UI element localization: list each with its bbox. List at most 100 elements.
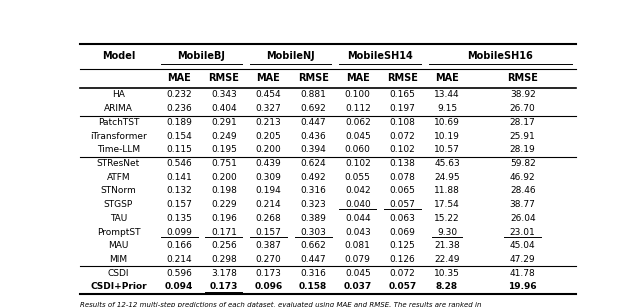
Text: 0.197: 0.197 (390, 104, 415, 113)
Text: 0.447: 0.447 (300, 255, 326, 264)
Text: 45.63: 45.63 (434, 159, 460, 168)
Text: 10.57: 10.57 (434, 145, 460, 154)
Text: 0.232: 0.232 (166, 91, 192, 99)
Text: 0.154: 0.154 (166, 132, 192, 141)
Text: CSDI: CSDI (108, 269, 129, 278)
Text: 0.205: 0.205 (255, 132, 282, 141)
Text: 0.881: 0.881 (300, 91, 326, 99)
Text: RMSE: RMSE (508, 73, 538, 84)
Text: RMSE: RMSE (387, 73, 418, 84)
Text: 0.492: 0.492 (300, 173, 326, 182)
Text: RMSE: RMSE (298, 73, 328, 84)
Text: ATFM: ATFM (107, 173, 131, 182)
Text: 0.063: 0.063 (390, 214, 415, 223)
Text: Model: Model (102, 51, 135, 61)
Text: 0.624: 0.624 (300, 159, 326, 168)
Text: 13.44: 13.44 (434, 91, 460, 99)
Text: 0.132: 0.132 (166, 186, 192, 196)
Text: 0.069: 0.069 (390, 227, 415, 237)
Text: 0.040: 0.040 (345, 200, 371, 209)
Text: 26.04: 26.04 (510, 214, 536, 223)
Text: ARIMA: ARIMA (104, 104, 133, 113)
Text: 0.268: 0.268 (255, 214, 282, 223)
Text: 19.96: 19.96 (508, 282, 537, 291)
Text: 0.447: 0.447 (300, 118, 326, 127)
Text: 0.055: 0.055 (345, 173, 371, 182)
Text: 0.316: 0.316 (300, 269, 326, 278)
Text: MIM: MIM (109, 255, 127, 264)
Text: 0.037: 0.037 (344, 282, 372, 291)
Text: 0.126: 0.126 (390, 255, 415, 264)
Text: 26.70: 26.70 (510, 104, 536, 113)
Text: 0.165: 0.165 (390, 91, 415, 99)
Text: 10.35: 10.35 (434, 269, 460, 278)
Text: 0.214: 0.214 (166, 255, 192, 264)
Text: 0.309: 0.309 (255, 173, 282, 182)
Text: 0.751: 0.751 (211, 159, 237, 168)
Text: 0.166: 0.166 (166, 241, 192, 250)
Text: 0.065: 0.065 (390, 186, 415, 196)
Text: 24.95: 24.95 (434, 173, 460, 182)
Text: 0.454: 0.454 (255, 91, 282, 99)
Text: 0.060: 0.060 (345, 145, 371, 154)
Text: 0.108: 0.108 (390, 118, 415, 127)
Text: 0.045: 0.045 (345, 132, 371, 141)
Text: CSDI+Prior: CSDI+Prior (90, 282, 147, 291)
Text: 21.38: 21.38 (434, 241, 460, 250)
Text: 0.057: 0.057 (388, 282, 417, 291)
Text: 0.298: 0.298 (211, 255, 237, 264)
Text: 0.102: 0.102 (345, 159, 371, 168)
Text: 0.270: 0.270 (255, 255, 282, 264)
Text: 0.141: 0.141 (166, 173, 192, 182)
Text: MAE: MAE (167, 73, 191, 84)
Text: 0.072: 0.072 (390, 269, 415, 278)
Text: MAE: MAE (257, 73, 280, 84)
Text: 0.343: 0.343 (211, 91, 237, 99)
Text: 0.256: 0.256 (211, 241, 237, 250)
Text: 0.099: 0.099 (166, 227, 192, 237)
Text: MobileBJ: MobileBJ (177, 51, 225, 61)
Text: 0.327: 0.327 (255, 104, 282, 113)
Text: 0.045: 0.045 (345, 269, 371, 278)
Text: 0.214: 0.214 (255, 200, 282, 209)
Text: 10.69: 10.69 (434, 118, 460, 127)
Text: TAU: TAU (110, 214, 127, 223)
Text: 0.078: 0.078 (390, 173, 415, 182)
Text: 45.04: 45.04 (510, 241, 536, 250)
Text: 0.404: 0.404 (211, 104, 237, 113)
Text: 0.062: 0.062 (345, 118, 371, 127)
Text: 0.094: 0.094 (165, 282, 193, 291)
Text: 0.057: 0.057 (390, 200, 415, 209)
Text: 47.29: 47.29 (510, 255, 536, 264)
Text: 0.323: 0.323 (300, 200, 326, 209)
Text: 0.044: 0.044 (345, 214, 371, 223)
Text: 0.196: 0.196 (211, 214, 237, 223)
Text: 28.17: 28.17 (510, 118, 536, 127)
Text: 0.195: 0.195 (211, 145, 237, 154)
Text: 0.387: 0.387 (255, 241, 282, 250)
Text: 0.194: 0.194 (255, 186, 282, 196)
Text: 0.439: 0.439 (255, 159, 282, 168)
Text: 38.92: 38.92 (510, 91, 536, 99)
Text: MobileSH16: MobileSH16 (467, 51, 533, 61)
Text: 0.096: 0.096 (254, 282, 283, 291)
Text: 0.236: 0.236 (166, 104, 192, 113)
Text: 0.546: 0.546 (166, 159, 192, 168)
Text: 8.28: 8.28 (436, 282, 458, 291)
Text: 0.115: 0.115 (166, 145, 192, 154)
Text: MAU: MAU (108, 241, 129, 250)
Text: 0.171: 0.171 (211, 227, 237, 237)
Text: 0.138: 0.138 (390, 159, 415, 168)
Text: 0.436: 0.436 (300, 132, 326, 141)
Text: PatchTST: PatchTST (98, 118, 139, 127)
Text: 0.157: 0.157 (166, 200, 192, 209)
Text: 0.229: 0.229 (211, 200, 237, 209)
Text: 0.173: 0.173 (255, 269, 282, 278)
Text: 0.249: 0.249 (211, 132, 237, 141)
Text: 0.072: 0.072 (390, 132, 415, 141)
Text: 23.01: 23.01 (510, 227, 536, 237)
Text: RMSE: RMSE (209, 73, 239, 84)
Text: 28.19: 28.19 (510, 145, 536, 154)
Text: 41.78: 41.78 (510, 269, 536, 278)
Text: 0.389: 0.389 (300, 214, 326, 223)
